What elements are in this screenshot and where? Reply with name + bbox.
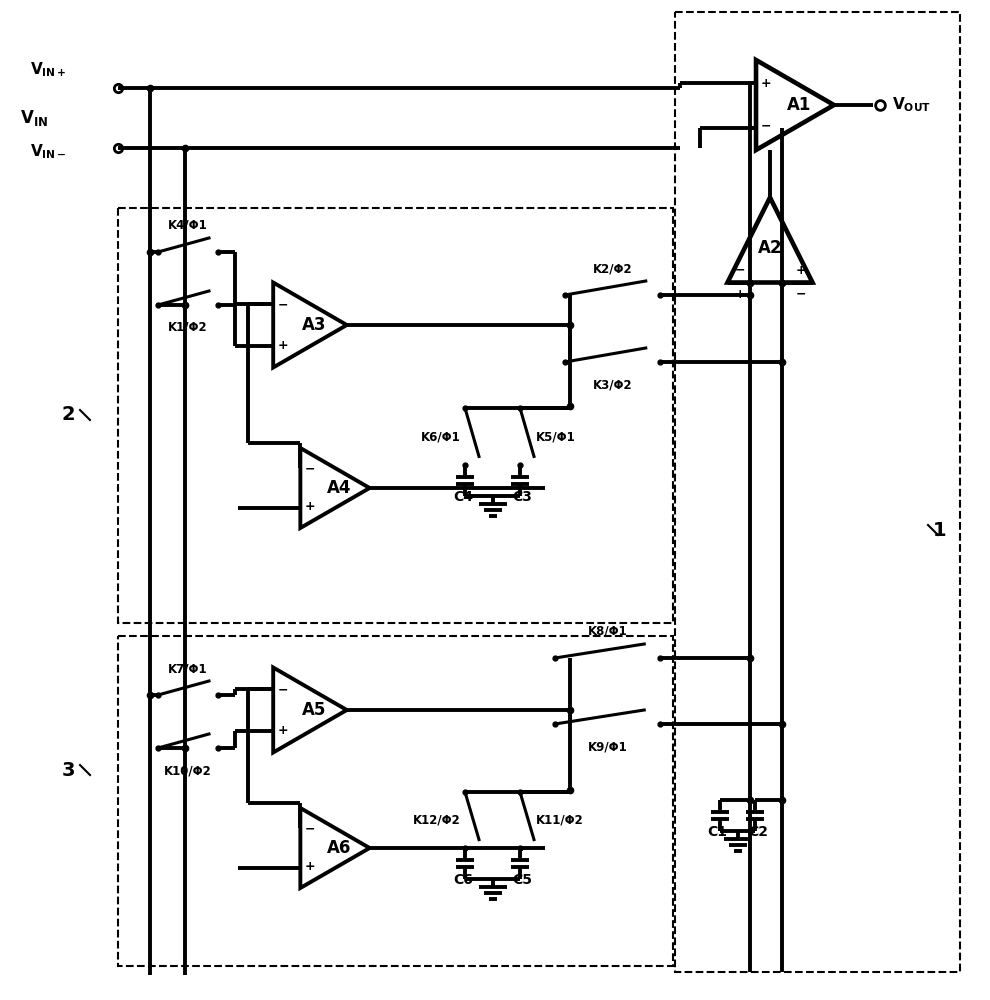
Text: K7/Φ1: K7/Φ1 — [168, 662, 208, 675]
Text: $\mathbf{V_{OUT}}$: $\mathbf{V_{OUT}}$ — [892, 96, 931, 114]
Text: −: − — [278, 298, 288, 311]
Text: −: − — [760, 120, 771, 133]
Text: A1: A1 — [787, 96, 811, 114]
Text: K5/Φ1: K5/Φ1 — [536, 430, 576, 443]
Text: K1/Φ2: K1/Φ2 — [168, 321, 208, 334]
Text: K8/Φ1: K8/Φ1 — [588, 625, 628, 638]
Text: K4/Φ1: K4/Φ1 — [168, 219, 208, 232]
Text: C3: C3 — [512, 490, 532, 504]
Text: −: − — [795, 288, 806, 301]
Text: K10/Φ2: K10/Φ2 — [164, 764, 212, 777]
Text: 3: 3 — [61, 760, 75, 780]
Text: K9/Φ1: K9/Φ1 — [588, 740, 628, 753]
Text: K2/Φ2: K2/Φ2 — [593, 262, 633, 275]
Text: +: + — [760, 77, 771, 90]
Text: C1: C1 — [707, 825, 727, 839]
Text: −: − — [278, 683, 288, 696]
Text: $\mathbf{V_{IN+}}$: $\mathbf{V_{IN+}}$ — [30, 61, 66, 79]
Text: −: − — [305, 462, 316, 476]
Text: A6: A6 — [327, 839, 351, 857]
Text: K3/Φ2: K3/Φ2 — [593, 378, 633, 391]
Text: C4: C4 — [453, 490, 473, 504]
Text: 2: 2 — [61, 406, 75, 424]
Text: C6: C6 — [453, 873, 473, 887]
Text: −: − — [735, 264, 744, 277]
Text: A2: A2 — [757, 239, 782, 257]
Text: A3: A3 — [302, 316, 327, 334]
Text: K6/Φ1: K6/Φ1 — [422, 430, 461, 443]
Text: +: + — [278, 339, 288, 352]
Text: +: + — [305, 500, 316, 514]
Text: C5: C5 — [512, 873, 532, 887]
Text: K11/Φ2: K11/Φ2 — [536, 814, 584, 826]
Text: +: + — [795, 264, 806, 277]
Text: $\mathbf{V_{IN}}$: $\mathbf{V_{IN}}$ — [20, 108, 49, 128]
Text: 1: 1 — [934, 520, 946, 540]
Text: −: − — [305, 822, 316, 836]
Text: A5: A5 — [302, 701, 326, 719]
Text: +: + — [305, 860, 316, 874]
Text: A4: A4 — [327, 479, 351, 497]
Text: +: + — [278, 724, 288, 737]
Text: K12/Φ2: K12/Φ2 — [413, 814, 461, 826]
Bar — [118, 636, 673, 966]
Bar — [118, 208, 673, 623]
Bar — [675, 12, 960, 972]
Text: $\mathbf{V_{IN-}}$: $\mathbf{V_{IN-}}$ — [30, 143, 66, 161]
Text: C2: C2 — [748, 825, 768, 839]
Text: +: + — [735, 288, 744, 301]
